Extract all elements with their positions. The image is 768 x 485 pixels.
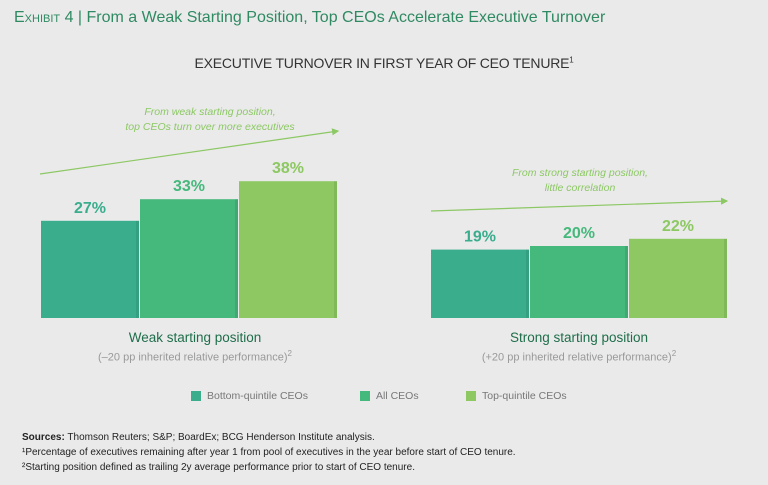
legend-item-top: Top-quintile CEOs [466, 390, 567, 402]
sources-label: Sources: [22, 432, 65, 443]
chart-title: EXECUTIVE TURNOVER IN FIRST YEAR OF CEO … [0, 55, 768, 71]
bar-shade [334, 181, 337, 318]
exhibit-label: Exhibit 4 [14, 9, 74, 26]
data-label: 20% [563, 225, 595, 242]
sources: Sources: Thomson Reuters; S&P; BoardEx; … [22, 432, 375, 443]
annotation-weak: From weak starting position, top CEOs tur… [90, 105, 330, 135]
annotation-line: From weak starting position, [144, 106, 276, 118]
category-label-strong: Strong starting position [509, 330, 649, 345]
exhibit-title: Exhibit 4 | From a Weak Starting Positio… [14, 9, 606, 26]
data-label: 27% [74, 200, 106, 217]
footnote-1: ¹Percentage of executives remaining afte… [22, 447, 516, 458]
bar-shade [235, 199, 238, 318]
bar-shade [136, 220, 139, 318]
legend-swatch [466, 391, 476, 401]
bar-shade [526, 249, 529, 318]
chart-title-sup: 1 [569, 55, 574, 65]
annotation-strong: From strong starting position, little cor… [460, 166, 700, 196]
trend-arrow-weak [39, 128, 340, 175]
bar-shade [625, 246, 628, 318]
chart-title-text: EXECUTIVE TURNOVER IN FIRST YEAR OF CEO … [194, 55, 570, 71]
bar-shade [724, 238, 727, 318]
legend-item-all: All CEOs [360, 390, 419, 402]
subtitle-text: (+20 pp inherited relative performance) [481, 351, 672, 364]
subtitle-sup: 2 [671, 349, 677, 358]
annotation-line: From strong starting position, [512, 167, 648, 179]
data-label: 38% [272, 160, 304, 177]
subtitle-sup: 2 [287, 349, 292, 358]
bar [629, 238, 727, 318]
category-subtitle-strong: (+20 pp inherited relative performance)2 [384, 349, 768, 364]
bar [41, 220, 139, 318]
legend-label: Bottom-quintile CEOs [207, 390, 308, 402]
exhibit-heading: From a Weak Starting Position, Top CEOs … [86, 9, 606, 26]
legend-swatch [191, 391, 201, 401]
bar [140, 199, 238, 318]
legend-swatch [360, 391, 370, 401]
subtitle-text: (–20 pp inherited relative performance) [98, 351, 288, 364]
sources-text: Thomson Reuters; S&P; BoardEx; BCG Hende… [67, 432, 375, 443]
data-label: 22% [662, 218, 694, 235]
category-label-weak: Weak starting position [128, 330, 262, 345]
legend-label: Top-quintile CEOs [482, 390, 567, 402]
bar [530, 246, 628, 318]
bar [239, 181, 337, 318]
footnote-2: ²Starting position defined as trailing 2… [22, 462, 415, 473]
category-subtitle-weak: (–20 pp inherited relative performance)2 [0, 349, 390, 364]
data-label: 33% [173, 178, 205, 195]
legend-item-bottom: Bottom-quintile CEOs [191, 390, 308, 402]
legend-label: All CEOs [376, 390, 419, 402]
bar [431, 249, 529, 318]
trend-arrow-strong [430, 197, 729, 212]
data-label: 19% [464, 229, 496, 246]
annotation-line: little correlation [544, 182, 616, 194]
annotation-line: top CEOs turn over more executives [125, 121, 295, 133]
